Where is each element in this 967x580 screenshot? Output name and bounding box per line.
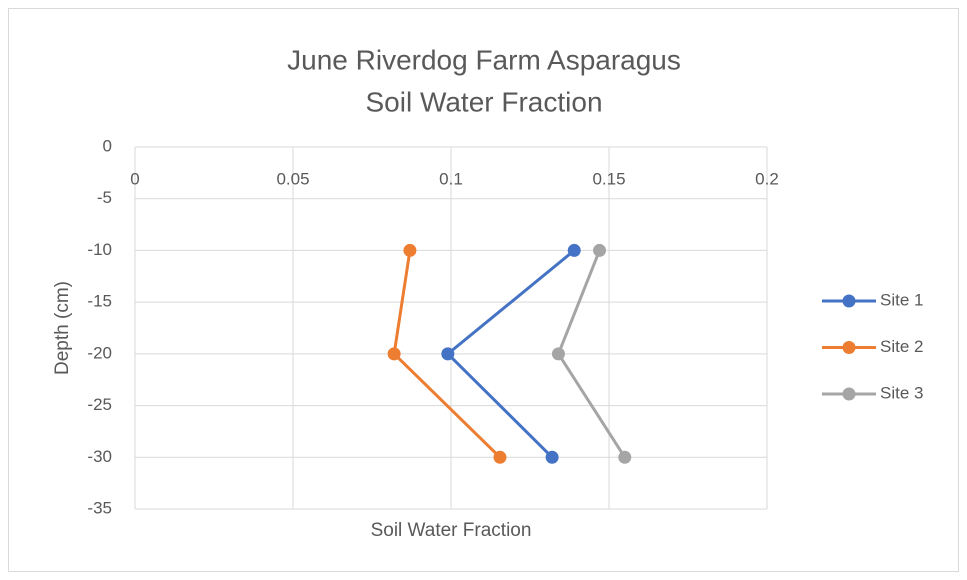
data-point — [493, 450, 507, 464]
legend-marker — [842, 387, 856, 401]
data-point — [387, 347, 401, 361]
x-tick-label: 0.15 — [592, 169, 625, 188]
chart-border — [8, 8, 959, 572]
legend-marker — [842, 341, 856, 354]
legend-label: Site 1 — [880, 290, 923, 309]
y-tick-label: -10 — [87, 240, 112, 259]
chart-title: Soil Water Fraction — [365, 86, 602, 117]
y-tick-label: -35 — [87, 498, 112, 517]
x-tick-label: 0.2 — [755, 169, 779, 188]
legend-label: Site 3 — [880, 383, 923, 402]
x-tick-label: 0 — [130, 169, 139, 188]
data-point — [551, 347, 565, 361]
y-tick-label: -25 — [87, 395, 112, 414]
x-tick-label: 0.05 — [276, 169, 309, 188]
y-tick-label: -20 — [87, 343, 112, 362]
legend-label: Site 2 — [880, 337, 923, 356]
legend-marker — [842, 294, 856, 308]
x-axis-label: Soil Water Fraction — [371, 520, 532, 541]
y-tick-label: -15 — [87, 292, 112, 311]
data-point — [545, 450, 559, 464]
y-tick-label: 0 — [103, 136, 112, 155]
data-point — [618, 450, 632, 464]
data-point — [593, 243, 607, 257]
y-tick-label: -5 — [97, 188, 112, 207]
y-axis-label: Depth (cm) — [52, 281, 73, 375]
chart-title: June Riverdog Farm Asparagus — [287, 44, 681, 75]
data-point — [567, 243, 581, 257]
data-point — [403, 243, 417, 257]
y-tick-label: -30 — [87, 447, 112, 466]
data-point — [441, 347, 455, 361]
x-tick-label: 0.1 — [439, 169, 463, 188]
